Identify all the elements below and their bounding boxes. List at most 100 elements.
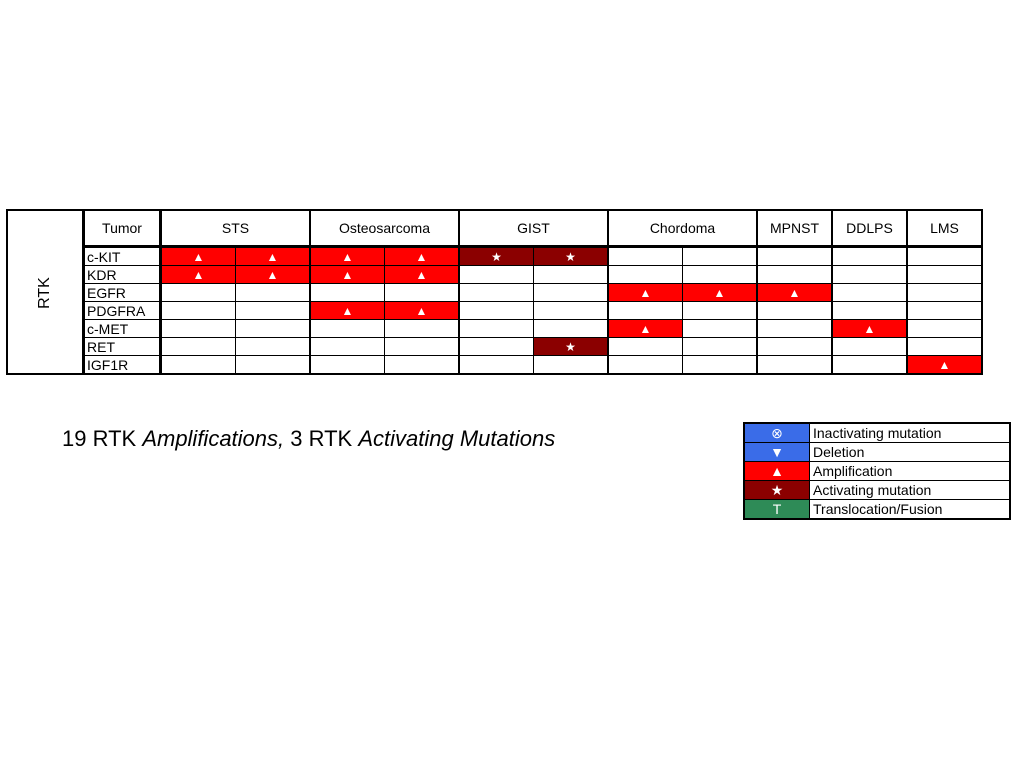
empty-cell: [831, 337, 908, 356]
activating-mutation-cell: ★: [533, 246, 609, 266]
gene-row: c-KIT ▲ ▲ ▲ ▲ ★ ★: [7, 246, 983, 266]
legend-body: ⊗ Inactivating mutation ▼ Deletion ▲ Amplific…: [743, 422, 1011, 520]
activating-mutation-cell: ★: [458, 246, 534, 266]
gene-label: EGFR: [83, 283, 162, 302]
rtk-alteration-matrix: RTK Tumor STS Osteosarcoma GIST Chordoma MPNST…: [6, 209, 983, 375]
legend-label: Amplification: [809, 461, 1011, 481]
empty-cell: [831, 265, 908, 284]
legend-label: Translocation/Fusion: [809, 499, 1011, 520]
empty-cell: [682, 337, 758, 356]
amplification-icon: ▲: [341, 250, 354, 264]
empty-cell: [831, 246, 908, 266]
amplification-icon: ▲: [713, 286, 726, 300]
legend-item: ★ Activating mutation: [743, 480, 1011, 500]
empty-cell: [309, 283, 385, 302]
empty-cell: [756, 246, 833, 266]
amplification-cell: ▲: [309, 246, 385, 266]
amplification-icon: ▲: [938, 358, 951, 372]
empty-cell: [607, 355, 683, 375]
empty-cell: [160, 283, 236, 302]
amplification-cell: ▲: [607, 283, 683, 302]
rtk-label-text: RTK: [36, 276, 53, 309]
empty-cell: [384, 355, 460, 375]
empty-cell: [160, 319, 236, 338]
amplification-icon: ▲: [266, 250, 279, 264]
amplification-icon: ▲: [341, 268, 354, 282]
header-row: RTK Tumor STS Osteosarcoma GIST Chordoma MPNST…: [6, 209, 983, 375]
amplification-cell: ▲: [160, 246, 236, 266]
amplification-icon: ▲: [192, 268, 205, 282]
empty-cell: [235, 301, 311, 320]
empty-cell: [906, 337, 983, 356]
empty-cell: [607, 246, 683, 266]
tumor-header: GIST: [458, 209, 609, 248]
empty-cell: [458, 301, 534, 320]
activating-swatch: ★: [743, 480, 810, 500]
translocation-swatch: T: [743, 499, 810, 520]
amplification-cell: ▲: [384, 265, 460, 284]
empty-cell: [906, 283, 983, 302]
empty-cell: [682, 265, 758, 284]
empty-cell: [458, 283, 534, 302]
summary-text: 19 RTK Amplifications, 3 RTK Activating …: [62, 426, 555, 452]
amplification-icon: ▲: [341, 304, 354, 318]
amplification-cell: ▲: [682, 283, 758, 302]
empty-cell: [756, 301, 833, 320]
empty-cell: [682, 301, 758, 320]
legend-item: T Translocation/Fusion: [743, 499, 1011, 520]
empty-cell: [756, 319, 833, 338]
gene-row: KDR ▲ ▲ ▲ ▲: [7, 265, 983, 284]
gene-row: PDGFRA ▲ ▲: [7, 301, 983, 320]
amplification-cell: ▲: [831, 319, 908, 338]
empty-cell: [458, 319, 534, 338]
legend-item: ▲ Amplification: [743, 461, 1011, 481]
empty-cell: [682, 319, 758, 338]
empty-cell: [756, 265, 833, 284]
amplification-icon: ▲: [415, 250, 428, 264]
amplification-cell: ▲: [309, 265, 385, 284]
summary-act-count: 3 RTK: [284, 426, 359, 451]
gene-label: KDR: [83, 265, 162, 284]
translocation-icon: T: [772, 501, 782, 517]
empty-cell: [458, 337, 534, 356]
empty-cell: [309, 337, 385, 356]
gene-label: IGF1R: [83, 355, 162, 375]
tumor-header: Chordoma: [607, 209, 758, 248]
tumor-header: DDLPS: [831, 209, 908, 248]
empty-cell: [533, 301, 609, 320]
gene-label: c-KIT: [83, 246, 162, 266]
empty-cell: [533, 319, 609, 338]
empty-cell: [309, 355, 385, 375]
empty-cell: [384, 337, 460, 356]
amplification-icon: ▲: [415, 304, 428, 318]
empty-cell: [384, 283, 460, 302]
legend-label: Activating mutation: [809, 480, 1011, 500]
summary-act-label: Activating Mutations: [358, 426, 556, 451]
legend-item: ▼ Deletion: [743, 442, 1011, 462]
empty-cell: [309, 319, 385, 338]
empty-cell: [458, 265, 534, 284]
amplification-cell: ▲: [235, 246, 311, 266]
empty-cell: [533, 265, 609, 284]
gene-row: EGFR ▲ ▲ ▲: [7, 283, 983, 302]
activating-mutation-cell: ★: [533, 337, 609, 356]
gene-row: RET ★: [7, 337, 983, 356]
summary-amp-label: Amplifications,: [142, 426, 285, 451]
deletion-icon: ▼: [770, 444, 784, 460]
amplification-icon: ▲: [639, 286, 652, 300]
empty-cell: [906, 301, 983, 320]
inactivating-swatch: ⊗: [743, 422, 810, 443]
tumor-header: STS: [160, 209, 311, 248]
amplification-cell: ▲: [384, 301, 460, 320]
empty-cell: [906, 265, 983, 284]
empty-cell: [160, 301, 236, 320]
empty-cell: [831, 283, 908, 302]
gene-label: PDGFRA: [83, 301, 162, 320]
summary-amp-count: 19 RTK: [62, 426, 143, 451]
empty-cell: [235, 355, 311, 375]
deletion-swatch: ▼: [743, 442, 810, 462]
legend-label: Inactivating mutation: [809, 422, 1011, 443]
activating-icon: ★: [770, 482, 784, 498]
star-icon: ★: [565, 340, 576, 354]
amplification-cell: ▲: [235, 265, 311, 284]
